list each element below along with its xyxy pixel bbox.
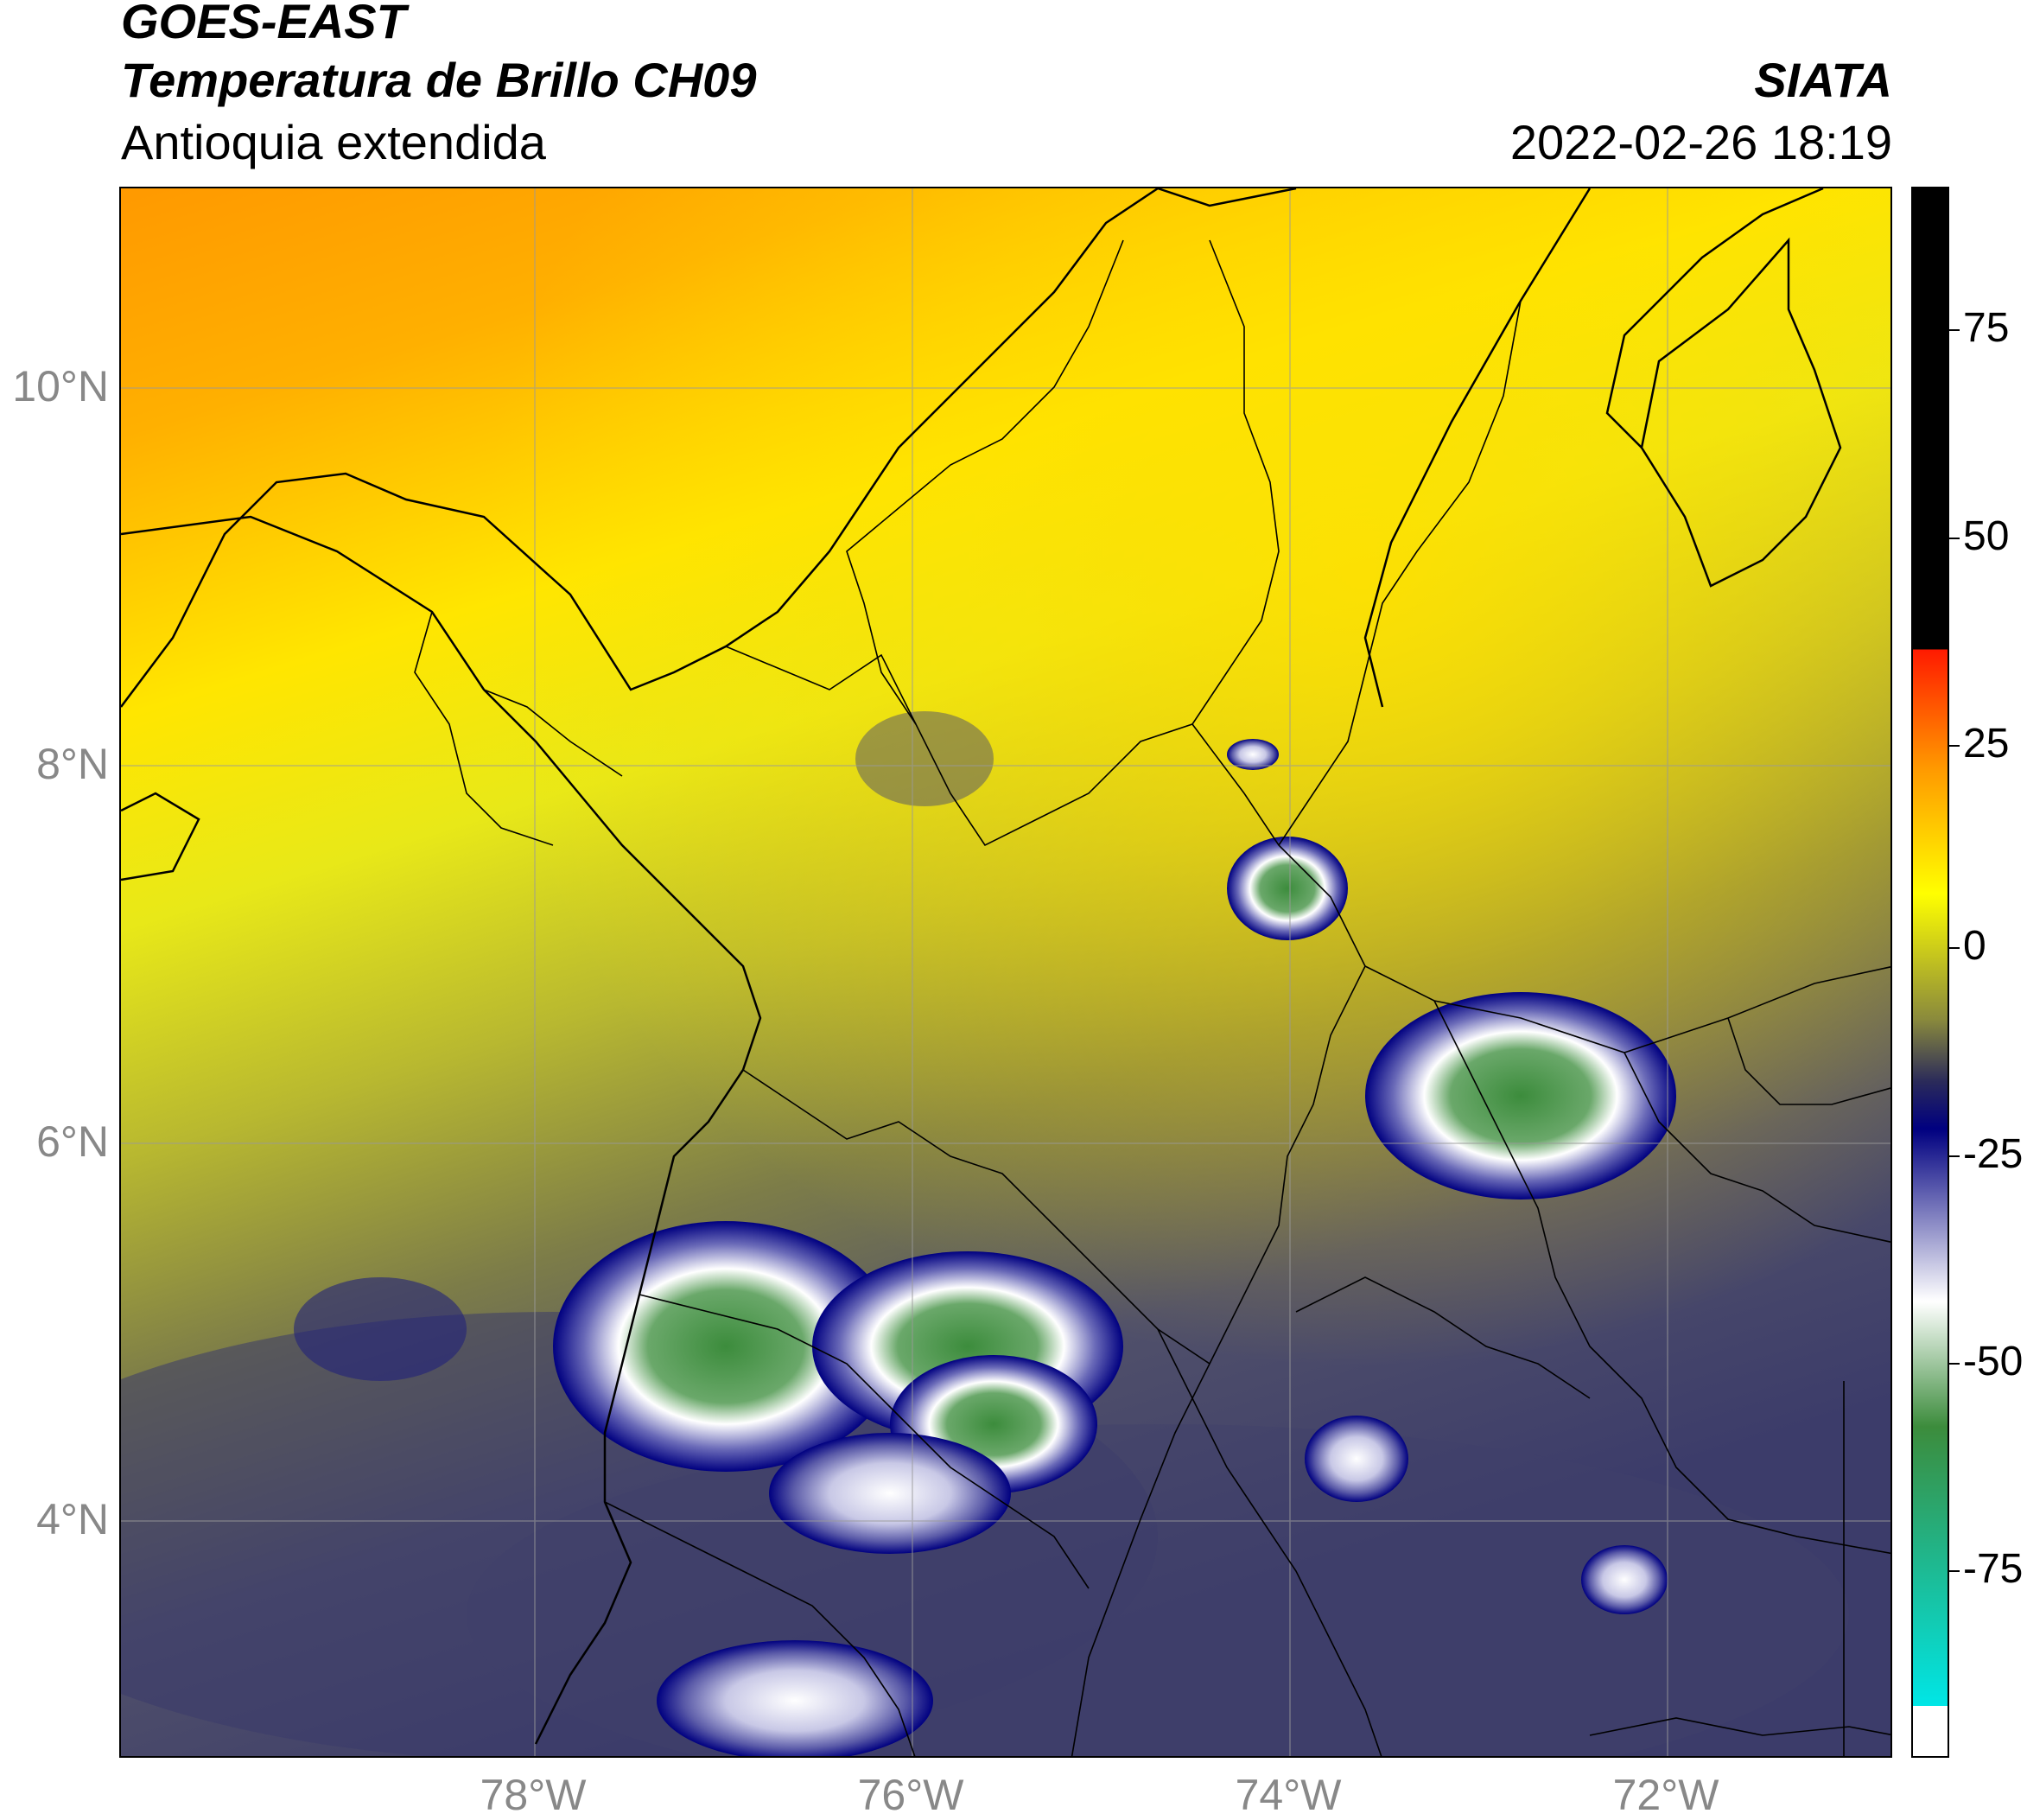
colorbar-tick-mark [1949,745,1960,747]
lat-label-4n: 4°N [36,1495,109,1543]
lon-label-78w: 78°W [480,1771,587,1819]
lat-label-8n: 8°N [36,740,109,788]
colorbar-tick-mark [1949,538,1960,539]
colorbar-tick-minus50: -50 [1963,1339,2024,1384]
colorbar-tick-50: 50 [1963,513,2010,559]
colorbar-tick-minus75: -75 [1963,1546,2024,1592]
colorbar-tick-mark [1949,1155,1960,1157]
datetime-label: 2022-02-26 18:19 [1509,115,1892,169]
lon-label-76w: 76°W [857,1771,964,1819]
colorbar-tick-minus25: -25 [1963,1131,2024,1177]
colorbar-tick-75: 75 [1963,305,2010,351]
organization-label: SIATA [1754,53,1892,107]
satellite-map [119,187,1892,1758]
product-title: Temperatura de Brillo CH09 [121,53,757,107]
colorbar-tick-mark [1949,329,1960,331]
region-subtitle: Antioquia extendida [121,115,546,169]
temperature-colorbar [1911,187,1949,1758]
colorbar-tick-mark [1949,1363,1960,1365]
colorbar-tick-0: 0 [1963,923,1986,969]
lat-label-10n: 10°N [12,362,109,410]
lon-label-72w: 72°W [1612,1771,1719,1819]
lon-label-74w: 74°W [1235,1771,1342,1819]
satellite-title: GOES-EAST [121,0,406,48]
colorbar-tick-mark [1949,947,1960,949]
colorbar-tick-25: 25 [1963,721,2010,767]
map-canvas [121,188,1890,1756]
colorbar-tick-mark [1949,1570,1960,1572]
lat-label-6n: 6°N [36,1117,109,1166]
